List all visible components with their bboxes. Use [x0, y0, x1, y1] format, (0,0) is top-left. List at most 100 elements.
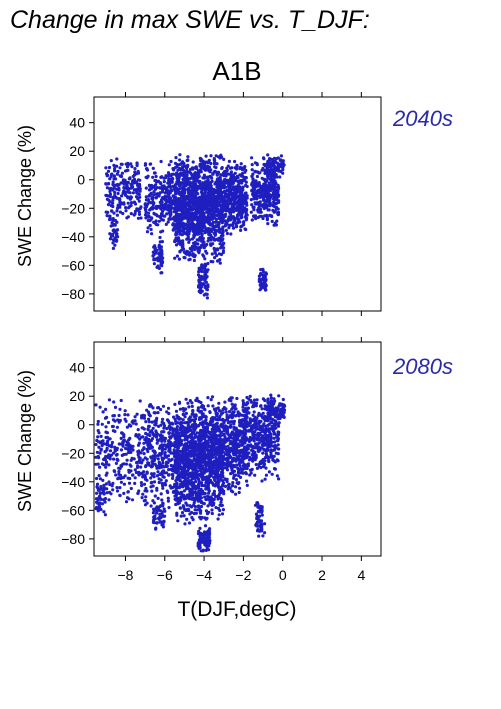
data-point	[162, 184, 166, 188]
data-point	[127, 445, 131, 449]
data-point	[133, 419, 137, 423]
data-point	[201, 193, 205, 197]
data-point	[233, 159, 237, 164]
data-point	[124, 462, 129, 466]
data-point	[258, 207, 263, 211]
data-point	[208, 468, 212, 472]
data-point	[250, 156, 254, 160]
data-point	[174, 156, 178, 160]
data-point	[155, 486, 159, 490]
data-point	[162, 186, 166, 190]
data-point	[119, 436, 123, 440]
data-point	[161, 437, 166, 441]
data-point	[188, 494, 193, 498]
data-point	[206, 504, 210, 508]
data-point	[135, 412, 139, 416]
data-point	[252, 194, 256, 198]
data-point	[178, 442, 182, 446]
data-point	[144, 186, 148, 190]
data-point	[182, 431, 186, 435]
data-point	[115, 209, 119, 213]
data-point	[187, 428, 191, 433]
data-point	[178, 506, 182, 510]
data-point	[96, 509, 100, 513]
data-point	[160, 218, 164, 222]
data-point	[188, 417, 192, 421]
data-point	[198, 156, 202, 160]
data-point	[205, 487, 209, 491]
data-point	[263, 190, 267, 194]
data-point	[177, 183, 181, 187]
data-point	[122, 491, 126, 495]
data-point	[156, 411, 160, 415]
data-point	[192, 258, 196, 263]
data-point	[243, 209, 247, 213]
data-point	[199, 274, 203, 278]
data-point	[150, 420, 154, 424]
data-point	[179, 482, 183, 486]
data-point	[128, 436, 132, 440]
data-point	[224, 223, 228, 227]
data-point	[155, 509, 159, 513]
data-point	[108, 482, 112, 487]
data-point	[216, 474, 220, 478]
data-point	[112, 228, 116, 232]
data-point	[158, 186, 162, 190]
data-point	[164, 176, 168, 180]
data-point	[140, 496, 144, 500]
data-point	[199, 473, 203, 478]
data-point	[178, 478, 182, 482]
data-point	[180, 248, 184, 252]
data-point	[199, 287, 203, 291]
data-point	[217, 478, 221, 482]
data-point	[199, 466, 203, 470]
data-point	[175, 212, 179, 216]
data-point	[178, 158, 182, 162]
data-point	[136, 450, 140, 454]
data-point	[145, 230, 150, 234]
data-point	[229, 192, 233, 196]
data-point	[182, 255, 186, 260]
data-point	[120, 162, 124, 166]
data-point	[158, 444, 162, 448]
data-point	[154, 174, 158, 179]
data-point	[196, 175, 200, 179]
data-point	[125, 425, 129, 429]
data-point	[261, 193, 266, 197]
data-point	[108, 232, 112, 236]
data-point	[211, 404, 215, 408]
data-point	[193, 196, 197, 200]
scatter-points-2040s	[104, 153, 286, 300]
data-point	[160, 481, 164, 486]
data-point	[158, 520, 162, 524]
data-point	[263, 281, 267, 286]
data-point	[197, 529, 201, 533]
data-point	[119, 448, 124, 452]
data-point	[183, 188, 187, 192]
data-point	[151, 484, 155, 488]
data-point	[191, 241, 196, 245]
data-point	[270, 219, 274, 223]
data-point	[202, 270, 206, 274]
data-point	[208, 458, 212, 462]
data-point	[159, 271, 163, 275]
data-point	[111, 246, 115, 250]
data-point	[206, 239, 210, 243]
data-point	[133, 415, 137, 419]
data-point	[157, 424, 161, 428]
data-point	[199, 200, 203, 204]
data-point	[133, 167, 137, 171]
data-point	[115, 182, 120, 187]
data-point	[112, 400, 116, 404]
data-point	[97, 474, 101, 478]
data-point	[245, 194, 249, 198]
data-point	[165, 212, 169, 216]
data-point	[147, 420, 151, 424]
data-point	[218, 258, 222, 262]
data-point	[160, 430, 164, 434]
data-point	[113, 405, 118, 409]
data-point	[206, 480, 211, 484]
data-point	[196, 406, 200, 410]
data-point	[105, 214, 109, 218]
